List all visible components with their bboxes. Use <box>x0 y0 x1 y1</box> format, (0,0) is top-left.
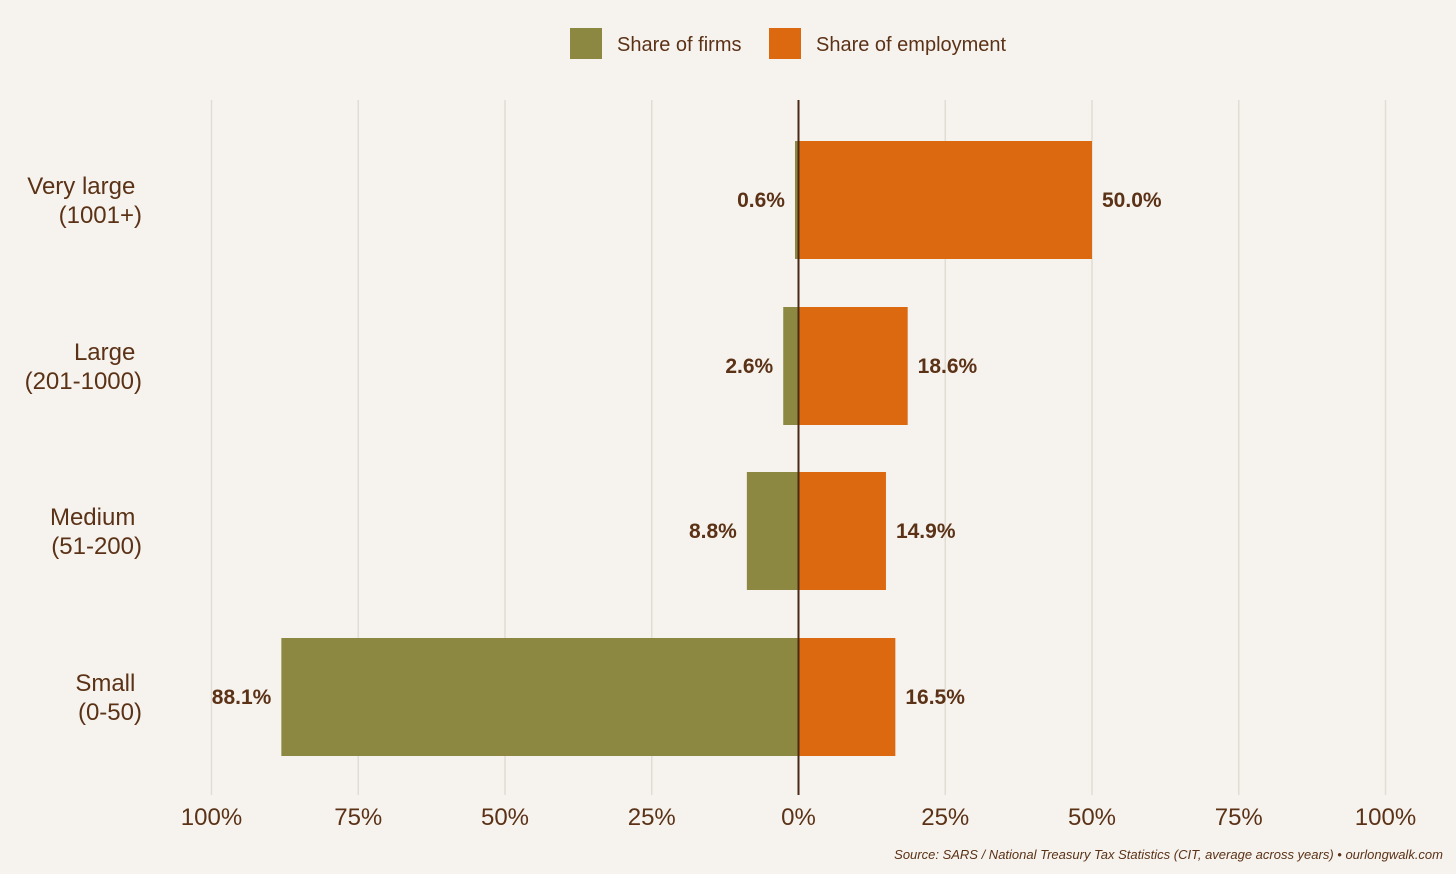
x-tick-label: 50% <box>1068 804 1116 831</box>
x-tick-label: 100% <box>1355 804 1416 831</box>
x-tick-label: 0% <box>781 804 816 831</box>
value-label-firms-large: 2.6% <box>725 355 773 378</box>
category-labels: Very large (1001+) Large (201-1000) Medi… <box>25 173 142 726</box>
bar-firms-very-large <box>794 141 799 259</box>
value-label-employment-small: 16.5% <box>905 686 965 709</box>
category-label-medium: Medium (51-200) <box>50 504 142 560</box>
bar-employment-large <box>798 307 908 425</box>
legend-label-firms: Share of firms <box>617 34 741 56</box>
legend-swatch-firms <box>570 28 602 59</box>
bar-employment-very-large <box>798 141 1092 259</box>
category-label-large: Large (201-1000) <box>25 339 142 395</box>
x-tick-label: 50% <box>481 804 529 831</box>
bar-employment-medium <box>798 472 886 590</box>
legend: Share of firms Share of employment <box>570 28 1007 59</box>
x-tick-label: 100% <box>181 804 242 831</box>
bar-firms-large <box>783 307 799 425</box>
x-axis-tick-labels: 100% 75% 50% 25% 0% 25% 50% 75% 100% <box>181 804 1416 831</box>
x-tick-label: 25% <box>921 804 969 831</box>
x-tick-label: 25% <box>628 804 676 831</box>
legend-swatch-employment <box>769 28 801 59</box>
x-tick-label: 75% <box>1215 804 1263 831</box>
value-labels: 0.6% 2.6% 8.8% 88.1% 50.0% 18.6% 14.9% 16.5% <box>212 189 1162 709</box>
bars <box>281 141 1092 756</box>
x-tick-label: 75% <box>334 804 382 831</box>
bar-employment-small <box>798 638 896 756</box>
value-label-employment-large: 18.6% <box>918 355 978 378</box>
value-label-employment-very-large: 50.0% <box>1102 189 1162 212</box>
legend-label-employment: Share of employment <box>816 34 1007 56</box>
bar-firms-medium <box>746 472 799 590</box>
value-label-firms-small: 88.1% <box>212 686 272 709</box>
value-label-firms-medium: 8.8% <box>689 520 737 543</box>
value-label-employment-medium: 14.9% <box>896 520 956 543</box>
value-label-firms-very-large: 0.6% <box>737 189 785 212</box>
source-note: Source: SARS / National Treasury Tax Sta… <box>894 847 1443 862</box>
bar-firms-small <box>281 638 799 756</box>
category-label-very-large: Very large (1001+) <box>27 173 142 229</box>
category-label-small: Small (0-50) <box>75 670 142 726</box>
